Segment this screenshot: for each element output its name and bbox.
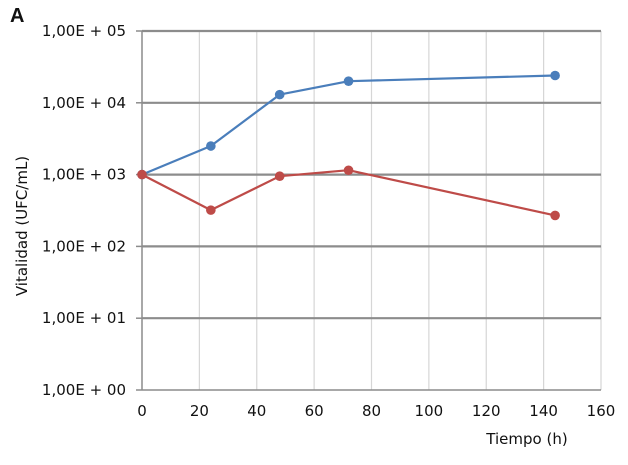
series-1-point xyxy=(550,70,560,81)
series-1-line xyxy=(141,74,556,176)
series-2-point xyxy=(343,165,354,176)
series-2-point xyxy=(274,171,285,181)
x-tick-label: 40 xyxy=(247,402,266,420)
x-axis-title: Tiempo (h) xyxy=(485,430,567,448)
x-tick-label: 100 xyxy=(415,402,444,420)
x-tick-label: 120 xyxy=(472,402,501,420)
y-tick-label: 1,00E + 05 xyxy=(42,22,126,40)
series-1-point xyxy=(206,141,216,151)
x-tick-label: 160 xyxy=(587,402,616,420)
x-tick-label: 140 xyxy=(529,402,558,420)
series-2-point xyxy=(137,169,147,180)
x-tick-label: 0 xyxy=(137,402,147,420)
x-tick-label: 60 xyxy=(305,402,324,420)
y-tick-label: 1,00E + 04 xyxy=(42,94,126,112)
series-2-line xyxy=(141,169,556,217)
x-tick-label: 20 xyxy=(190,402,209,420)
y-tick-labels: 1,00E + 00 1,00E + 01 1,00E + 02 1,00E + 03… xyxy=(42,22,126,399)
y-tick-label: 1,00E + 01 xyxy=(42,309,126,327)
series-1-point xyxy=(343,76,354,86)
series-2-point xyxy=(550,210,560,221)
series-group xyxy=(137,70,560,221)
y-axis-title: Vitalidad (UFC/mL) xyxy=(13,156,31,296)
panel-label: A xyxy=(10,5,24,27)
grid xyxy=(142,29,602,390)
y-tick-label: 1,00E + 00 xyxy=(42,381,126,399)
y-tick-label: 1,00E + 02 xyxy=(42,237,126,255)
y-tick-label: 1,00E + 03 xyxy=(42,166,126,184)
x-tick-labels: 0 20 40 60 80 100 120 140 160 xyxy=(137,402,615,420)
x-tick-label: 80 xyxy=(362,402,381,420)
axes xyxy=(136,30,601,391)
series-1-point xyxy=(274,89,285,100)
series-2-point xyxy=(206,205,216,215)
